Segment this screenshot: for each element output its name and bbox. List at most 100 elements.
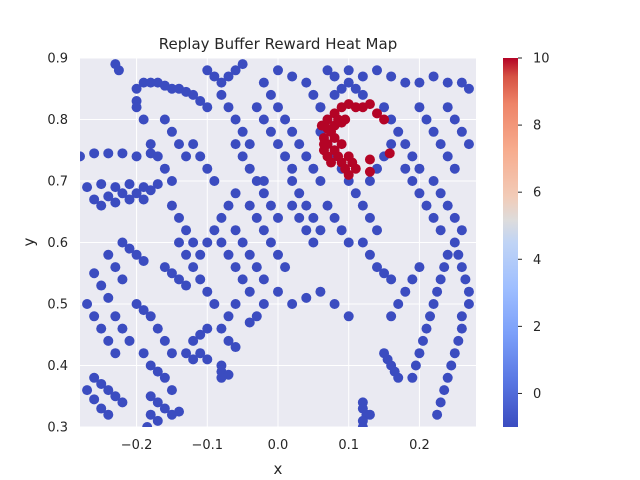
low-reward-point [407,151,418,162]
low-reward-point [138,77,149,88]
low-reward-point [138,255,149,266]
low-reward-point [117,323,128,334]
low-reward-point [435,274,446,285]
low-reward-point [117,188,128,199]
low-reward-point [400,77,411,88]
low-reward-point [417,335,428,346]
low-reward-point [435,139,446,150]
low-reward-point [343,65,354,76]
low-reward-point [357,89,368,100]
low-reward-point [386,114,397,125]
low-reward-point [414,77,425,88]
low-reward-point [343,237,354,248]
low-reward-point [181,225,192,236]
low-reward-point [322,65,333,76]
low-reward-point [166,385,177,396]
low-reward-point [435,225,446,236]
low-reward-point [237,274,248,285]
low-reward-point [251,176,262,186]
colorbar-tick-label: 6 [533,186,541,201]
low-reward-point [145,409,156,420]
low-reward-point [258,188,269,199]
low-reward-point [223,311,234,322]
low-reward-point [202,323,213,334]
low-reward-point [131,83,142,94]
low-reward-point [195,348,206,359]
low-reward-point [414,163,425,174]
y-tick-label: 0.7 [47,175,68,190]
high-reward-point [364,154,375,165]
low-reward-point [174,139,184,150]
low-reward-point [174,274,184,285]
low-reward-point [244,317,255,328]
low-reward-point [166,83,177,94]
low-reward-point [89,372,100,383]
low-reward-point [103,191,114,202]
high-reward-point [364,99,375,110]
low-reward-point [159,403,170,414]
low-reward-point [110,262,121,273]
high-reward-point [350,163,361,174]
low-reward-point [159,114,170,125]
low-reward-point [336,225,347,236]
low-reward-point [308,163,319,174]
low-reward-point [273,286,283,297]
low-reward-point [301,225,312,236]
low-reward-point [117,397,128,408]
low-reward-point [159,262,170,273]
low-reward-point [301,200,312,211]
x-tick-label: −0.2 [121,438,153,453]
low-reward-point [308,237,319,248]
low-reward-point [174,212,184,223]
low-reward-point [110,182,121,193]
low-reward-point [315,286,326,297]
low-reward-point [174,406,184,417]
scatter-points [80,59,474,427]
y-tick-label: 0.9 [47,52,68,67]
low-reward-point [181,249,192,260]
low-reward-point [460,274,471,285]
low-reward-point [89,394,100,405]
low-reward-point [230,299,241,309]
low-reward-point [265,89,276,100]
low-reward-point [138,114,149,125]
low-reward-point [145,185,156,196]
low-reward-point [315,176,326,186]
low-reward-point [188,139,199,150]
low-reward-point [195,249,206,260]
y-tick-label: 0.5 [47,298,68,313]
low-reward-point [336,83,347,94]
low-reward-point [364,409,375,420]
low-reward-point [216,372,227,383]
low-reward-point [145,391,156,402]
low-reward-point [244,139,255,150]
low-reward-point [287,200,298,211]
low-reward-point [449,237,460,248]
low-reward-point [428,126,439,137]
low-reward-point [96,280,107,291]
low-reward-point [110,348,121,359]
low-reward-point [244,249,255,260]
low-reward-point [131,102,142,113]
low-reward-point [386,311,397,322]
low-reward-point [202,354,213,365]
low-reward-point [372,225,382,236]
low-reward-point [188,237,199,248]
low-reward-point [265,200,276,211]
high-reward-point [379,114,390,125]
low-reward-point [103,409,114,420]
low-reward-point [463,299,474,309]
low-reward-point [223,71,234,82]
x-tick-label: 0.2 [409,438,430,453]
low-reward-point [113,65,124,76]
low-reward-point [159,163,170,174]
colorbar-tick-label: 10 [533,52,550,67]
low-reward-point [195,151,206,162]
x-tick-labels: −0.2 −0.1 0.0 0.1 0.2 [121,438,430,453]
low-reward-point [145,139,156,150]
low-reward-point [230,225,241,236]
low-reward-point [145,360,156,371]
low-reward-point [152,179,163,190]
low-reward-point [188,354,199,365]
low-reward-point [124,179,135,190]
